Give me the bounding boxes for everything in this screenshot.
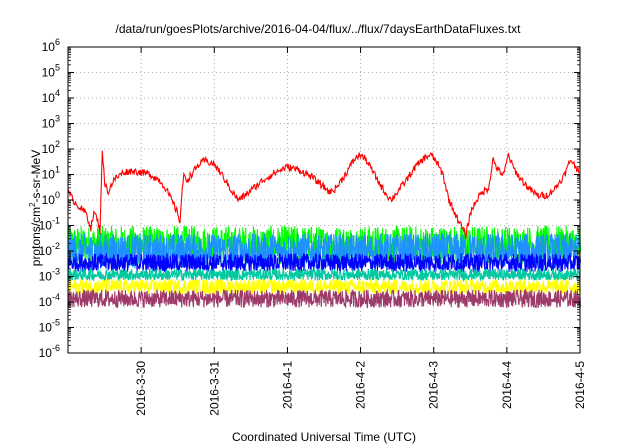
x-tick-label: 2016-4-4 (500, 361, 514, 409)
series-band-5 (67, 277, 581, 297)
chart-title: /data/run/goesPlots/archive/2016-04-04/f… (116, 22, 522, 36)
x-tick-label: 2016-4-5 (573, 361, 587, 409)
x-tick-label: 2016-4-1 (280, 361, 294, 409)
x-tick-label: 2016-4-3 (427, 361, 441, 409)
x-tick-label: 2016-3-31 (207, 361, 221, 416)
y-tick-label: 103 (42, 114, 60, 131)
y-tick-label: 100 (42, 190, 60, 207)
y-tick-label: 106 (42, 37, 60, 54)
x-tick-layer: 2016-3-30 2016-3-31 2016-4-1 2016-4-2 2016-4… (134, 47, 587, 416)
series-band-3 (67, 252, 581, 273)
y-tick-label: 10-5 (39, 318, 60, 335)
y-tick-label: 10-3 (39, 267, 60, 284)
y-axis-label: protons/cm2-s-sr-MeV (28, 150, 43, 266)
y-axis-label-main: protons/cm (29, 207, 43, 266)
x-tick-label: 2016-3-30 (134, 361, 148, 416)
series-layer (67, 150, 581, 309)
svg-text:protons/cm2-s-sr-MeV: protons/cm2-s-sr-MeV (28, 150, 43, 266)
series-line-red (67, 150, 580, 239)
y-tick-label: 10-1 (39, 216, 60, 233)
y-tick-label: 105 (42, 63, 60, 80)
series-band-6 (67, 288, 581, 309)
y-axis-label-superscript: 2 (28, 202, 37, 207)
x-axis-label: Coordinated Universal Time (UTC) (232, 430, 416, 444)
y-tick-label: 10-2 (39, 241, 60, 258)
y-tick-label: 101 (42, 165, 60, 182)
y-tick-label: 102 (42, 139, 60, 156)
y-tick-label: 104 (42, 88, 60, 105)
y-axis-label-rest: -s-sr-MeV (29, 150, 43, 203)
y-tick-layer: 10-6 10-5 10-4 10-3 10-2 10-1 100 101 102 103 104 1… (39, 37, 580, 360)
y-tick-label: 10-6 (39, 343, 60, 360)
x-tick-label: 2016-4-2 (354, 361, 368, 409)
y-tick-label: 10-4 (39, 292, 60, 309)
series-band-4 (67, 267, 581, 283)
